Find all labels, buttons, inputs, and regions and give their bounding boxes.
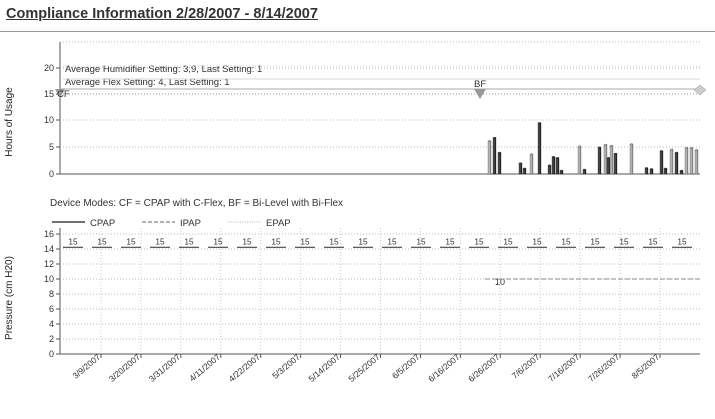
svg-text:15: 15: [271, 237, 281, 247]
svg-text:15: 15: [184, 237, 194, 247]
svg-text:15: 15: [242, 237, 252, 247]
svg-text:15: 15: [44, 89, 54, 99]
svg-text:15: 15: [329, 237, 339, 247]
svg-text:8: 8: [49, 289, 54, 299]
svg-text:5/14/2007: 5/14/2007: [306, 352, 342, 384]
svg-text:5: 5: [49, 142, 54, 152]
svg-text:15: 15: [416, 237, 426, 247]
svg-text:3/9/2007: 3/9/2007: [71, 352, 103, 381]
svg-text:Average Humidifier Setting: 3,: Average Humidifier Setting: 3,9, Last Se…: [65, 64, 262, 75]
svg-text:15: 15: [97, 237, 107, 247]
svg-text:12: 12: [44, 259, 54, 269]
svg-text:2: 2: [49, 334, 54, 344]
svg-text:15: 15: [648, 237, 658, 247]
svg-text:8/5/2007: 8/5/2007: [630, 352, 662, 381]
svg-text:BF: BF: [474, 79, 486, 90]
svg-text:15: 15: [387, 237, 397, 247]
svg-text:5/3/2007: 5/3/2007: [270, 352, 302, 381]
svg-text:15: 15: [561, 237, 571, 247]
svg-text:15: 15: [445, 237, 455, 247]
svg-text:4: 4: [49, 319, 54, 329]
svg-text:15: 15: [155, 237, 165, 247]
svg-text:6/5/2007: 6/5/2007: [390, 352, 422, 381]
svg-text:15: 15: [532, 237, 542, 247]
svg-text:15: 15: [677, 237, 687, 247]
svg-text:15: 15: [474, 237, 484, 247]
svg-text:15: 15: [503, 237, 513, 247]
svg-text:6/26/2007: 6/26/2007: [466, 352, 502, 384]
svg-text:CF: CF: [57, 89, 70, 100]
svg-text:7/26/2007: 7/26/2007: [586, 352, 622, 384]
svg-text:15: 15: [300, 237, 310, 247]
svg-text:10: 10: [44, 115, 54, 125]
svg-text:0: 0: [49, 349, 54, 359]
svg-text:Pressure (cm H20): Pressure (cm H20): [4, 256, 15, 340]
svg-text:15: 15: [213, 237, 223, 247]
svg-text:4/22/2007: 4/22/2007: [227, 352, 263, 384]
svg-text:15: 15: [358, 237, 368, 247]
svg-text:10: 10: [44, 274, 54, 284]
svg-text:6: 6: [49, 304, 54, 314]
svg-text:14: 14: [44, 244, 54, 254]
svg-text:15: 15: [590, 237, 600, 247]
svg-text:15: 15: [619, 237, 629, 247]
svg-text:3/20/2007: 3/20/2007: [107, 352, 143, 384]
svg-text:16: 16: [44, 229, 54, 239]
svg-text:6/16/2007: 6/16/2007: [426, 352, 462, 384]
svg-text:15: 15: [126, 237, 136, 247]
svg-text:7/16/2007: 7/16/2007: [546, 352, 582, 384]
svg-text:5/25/2007: 5/25/2007: [346, 352, 382, 384]
svg-text:3/31/2007: 3/31/2007: [147, 352, 183, 384]
svg-text:Hours of Usage: Hours of Usage: [4, 87, 15, 157]
svg-text:0: 0: [49, 169, 54, 179]
svg-text:4/11/2007: 4/11/2007: [187, 352, 222, 384]
svg-text:15: 15: [68, 237, 78, 247]
svg-text:20: 20: [44, 63, 54, 73]
svg-text:7/6/2007: 7/6/2007: [510, 352, 542, 381]
